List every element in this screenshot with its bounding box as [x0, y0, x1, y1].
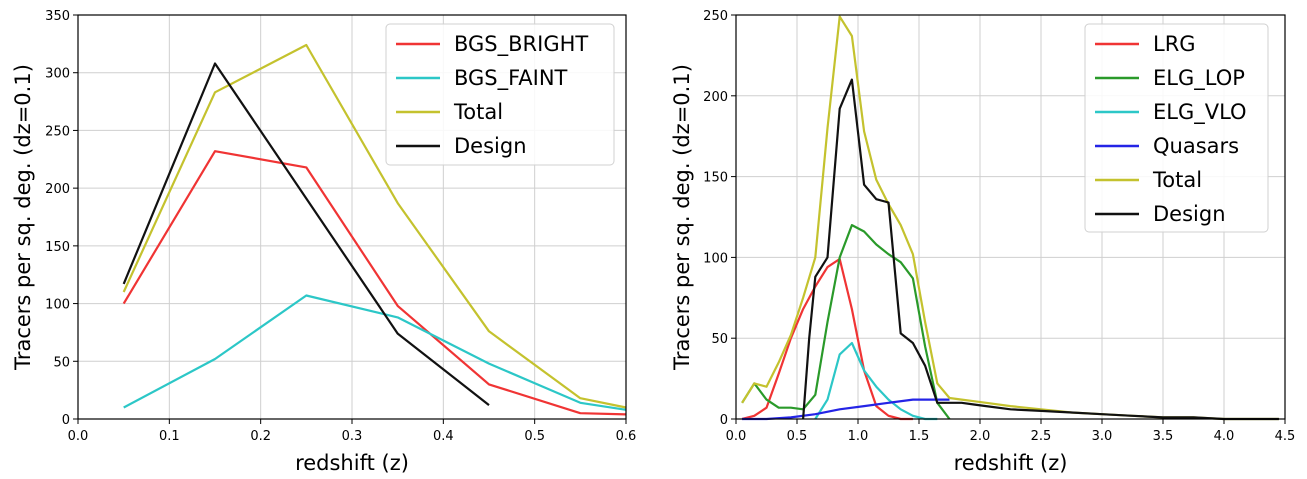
legend-label-total: Total	[453, 100, 503, 124]
legend: BGS_BRIGHT BGS_FAINT Total Design	[385, 23, 615, 166]
series-line-quasars	[742, 398, 950, 421]
y-tick-label: 300	[45, 67, 70, 82]
legend-label-bgs-bright: BGS_BRIGHT	[454, 32, 588, 57]
legend-label-design: Design	[454, 134, 527, 158]
legend-label-elg-vlo: ELG_VLO	[1153, 100, 1247, 125]
chart-bgs-tracers: 0.0 0.1 0.2 0.3 0.4 0.5 0.6 0 50 100 150 200 250 300 3…	[11, 9, 636, 475]
y-tick-label: 0	[720, 413, 728, 428]
series-line-elg-lop	[741, 224, 951, 420]
series-line-lrg	[741, 257, 913, 421]
y-tick-label: 100	[703, 251, 728, 266]
y-tick-label: 200	[45, 182, 70, 197]
x-axis-label: redshift (z)	[954, 451, 1068, 475]
y-tick-label: 100	[45, 298, 70, 313]
y-tick-label: 150	[45, 240, 70, 255]
series-lines	[741, 15, 1279, 421]
x-tick-label: 0.3	[342, 429, 363, 444]
series-line-elg-vlo	[814, 341, 938, 421]
legend-label-design: Design	[1153, 202, 1226, 226]
x-tick-label: 3.5	[1153, 429, 1174, 444]
legend-label-total: Total	[1152, 168, 1202, 192]
y-tick-label: 350	[45, 9, 70, 24]
chart-lrg-elg-tracers: 0.0 0.5 1.0 1.5 2.0 2.5 3.0 3.5 4.0 4.5 0 50 100 150 2…	[670, 9, 1295, 475]
y-tick-label: 50	[711, 332, 728, 347]
x-tick-label: 0.2	[250, 429, 271, 444]
y-axis-label: Tracers per sq. deg. (dz=0.1)	[670, 64, 694, 371]
x-tick-label: 3.0	[1092, 429, 1113, 444]
x-tick-label: 0.5	[524, 429, 545, 444]
legend-label-quasars: Quasars	[1153, 134, 1239, 158]
series-line-design	[802, 78, 1279, 421]
y-tick-label: 0	[62, 413, 70, 428]
x-tick-label: 0.0	[726, 429, 747, 444]
y-tick-label: 200	[703, 90, 728, 105]
series-line-total	[122, 43, 627, 409]
legend: LRG ELG_LOP ELG_VLO Quasars Total Design	[1084, 23, 1269, 233]
x-tick-label: 2.5	[1031, 429, 1052, 444]
legend-label-lrg: LRG	[1153, 32, 1196, 56]
x-tick-label: 1.5	[909, 429, 930, 444]
y-tick-label: 50	[53, 355, 70, 370]
axis-ticks: 0.0 0.5 1.0 1.5 2.0 2.5 3.0 3.5 4.0 4.5 0 50 100 150 2…	[703, 9, 1295, 444]
y-tick-label: 150	[703, 171, 728, 186]
legend-label-elg-lop: ELG_LOP	[1153, 66, 1245, 91]
x-tick-label: 4.0	[1214, 429, 1235, 444]
axes-frame	[735, 14, 1286, 420]
series-line-bgs-faint	[123, 294, 627, 411]
y-tick-label: 250	[45, 124, 70, 139]
series-line-bgs-bright	[122, 150, 627, 416]
legend-box	[385, 23, 615, 166]
series-line-design	[122, 62, 490, 406]
x-tick-label: 0.5	[787, 429, 808, 444]
series-lines	[122, 43, 627, 416]
x-tick-label: 0.6	[616, 429, 637, 444]
x-tick-label: 1.0	[848, 429, 869, 444]
y-tick-label: 250	[703, 9, 728, 24]
legend-label-bgs-faint: BGS_FAINT	[454, 66, 568, 91]
x-tick-label: 0.4	[433, 429, 454, 444]
x-tick-label: 0.0	[68, 429, 89, 444]
x-axis-label: redshift (z)	[295, 451, 409, 475]
axis-ticks: 0.0 0.1 0.2 0.3 0.4 0.5 0.6 0 50 100 150 200 250 300 3…	[45, 9, 636, 444]
x-tick-label: 2.0	[970, 429, 991, 444]
x-tick-label: 0.1	[159, 429, 180, 444]
y-axis-label: Tracers per sq. deg. (dz=0.1)	[11, 64, 35, 371]
x-tick-label: 4.5	[1275, 429, 1296, 444]
